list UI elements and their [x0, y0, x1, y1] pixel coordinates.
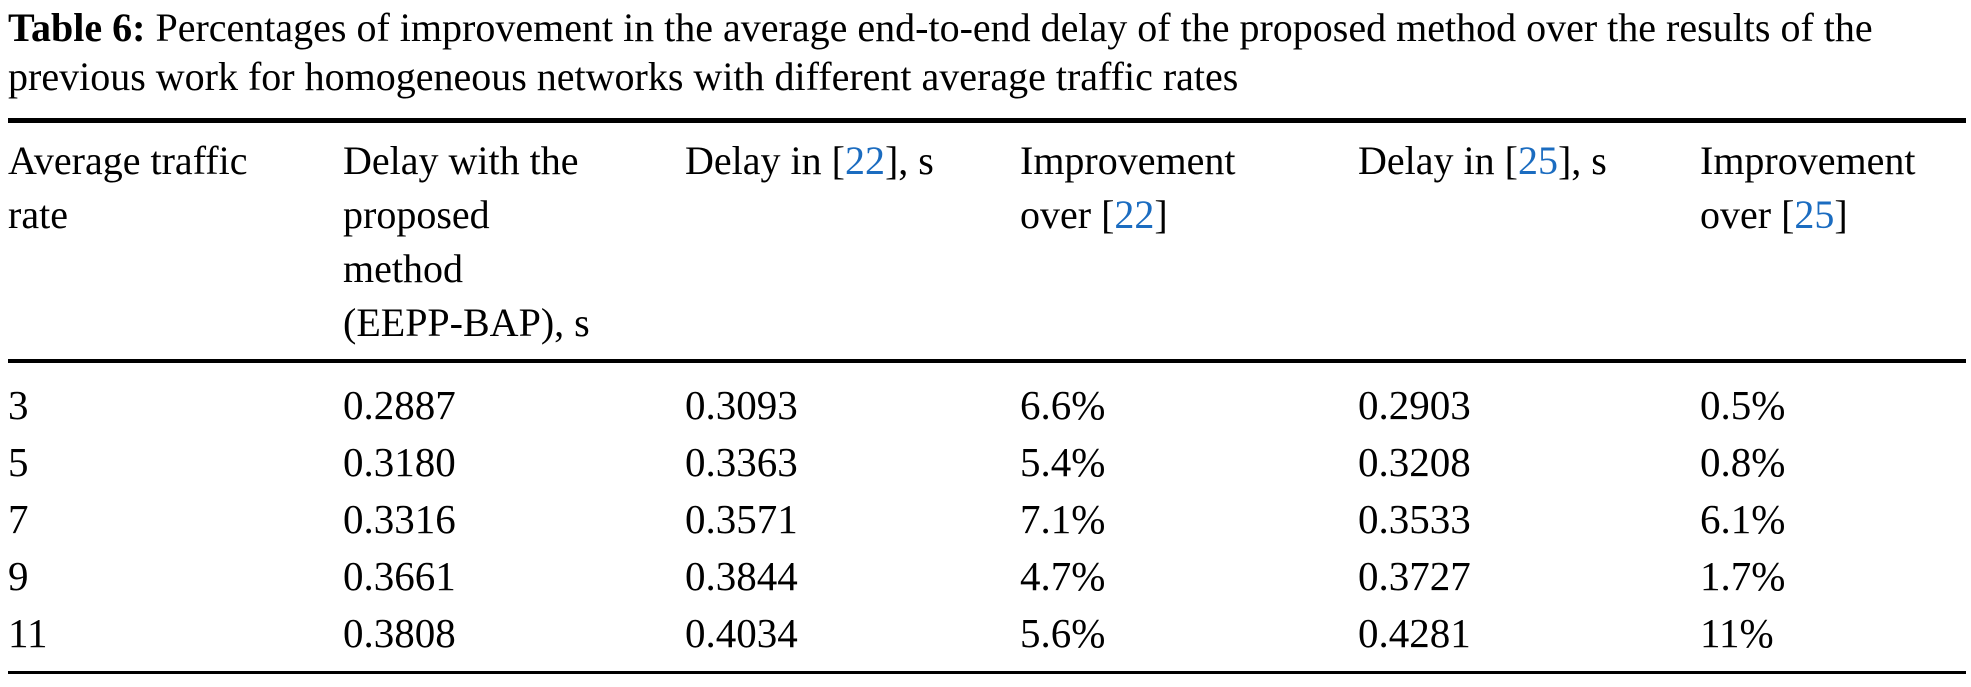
col-header-delay-ref25: Delay in [25], s: [1358, 121, 1700, 362]
cell-delay-22: 0.3571: [685, 495, 798, 542]
header-line: Improvement: [1700, 138, 1916, 183]
cell-traffic-rate: 5: [8, 438, 29, 485]
cell-improvement-25: 11%: [1700, 609, 1774, 656]
table-row: 9 0.3661 0.3844 4.7% 0.3727 1.7%: [8, 547, 1966, 604]
table-caption-label: Table 6:: [8, 5, 146, 50]
cell-delay-25: 0.3533: [1358, 495, 1471, 542]
header-line: over [25]: [1700, 188, 1956, 242]
cell-improvement-22: 7.1%: [1020, 495, 1106, 542]
cell-improvement-22: 5.6%: [1020, 609, 1106, 656]
header-text: Delay in [: [685, 138, 845, 183]
table-row: 3 0.2887 0.3093 6.6% 0.2903 0.5%: [8, 361, 1966, 433]
header-line: rate: [8, 192, 68, 237]
ref-link-22[interactable]: 22: [1114, 192, 1155, 237]
cell-delay-25: 0.2903: [1358, 381, 1471, 428]
cell-improvement-22: 4.7%: [1020, 552, 1106, 599]
cell-traffic-rate: 11: [8, 609, 48, 656]
cell-traffic-rate: 3: [8, 381, 29, 428]
header-line: proposed: [343, 192, 490, 237]
cell-proposed-delay: 0.3180: [343, 438, 456, 485]
cell-improvement-22: 6.6%: [1020, 381, 1106, 428]
ref-link-25[interactable]: 25: [1517, 138, 1558, 183]
header-line: Average traffic: [8, 138, 248, 183]
header-text: over [: [1020, 192, 1115, 237]
cell-improvement-25: 1.7%: [1700, 552, 1786, 599]
header-line: (EEPP-BAP), s: [343, 300, 590, 345]
cell-improvement-25: 6.1%: [1700, 495, 1786, 542]
header-line: Improvement: [1020, 138, 1236, 183]
cell-proposed-delay: 0.2887: [343, 381, 456, 428]
cell-delay-25: 0.3208: [1358, 438, 1471, 485]
ref-link-25[interactable]: 25: [1794, 192, 1835, 237]
table-caption-text: Percentages of improvement in the averag…: [8, 5, 1873, 99]
cell-delay-22: 0.3363: [685, 438, 798, 485]
cell-improvement-22: 5.4%: [1020, 438, 1106, 485]
header-line: over [22]: [1020, 188, 1348, 242]
col-header-delay-ref22: Delay in [22], s: [685, 121, 1020, 362]
header-text: Delay in [: [1358, 138, 1518, 183]
cell-improvement-25: 0.8%: [1700, 438, 1786, 485]
header-text: ]: [1834, 192, 1848, 237]
cell-delay-22: 0.3844: [685, 552, 798, 599]
header-text: ], s: [1557, 138, 1607, 183]
cell-improvement-25: 0.5%: [1700, 381, 1786, 428]
cell-delay-22: 0.4034: [685, 609, 798, 656]
cell-traffic-rate: 9: [8, 552, 29, 599]
cell-proposed-delay: 0.3316: [343, 495, 456, 542]
header-row: Average traffic rate Delay with the prop…: [8, 121, 1966, 362]
col-header-improvement-ref25: Improvement over [25]: [1700, 121, 1966, 362]
header-line: Delay in [25], s: [1358, 134, 1690, 188]
header-line: Delay with the: [343, 138, 579, 183]
header-line: Delay in [22], s: [685, 134, 1010, 188]
cell-delay-25: 0.4281: [1358, 609, 1471, 656]
header-text: ], s: [884, 138, 934, 183]
cell-delay-25: 0.3727: [1358, 552, 1471, 599]
table-caption: Table 6: Percentages of improvement in t…: [0, 0, 1971, 101]
table-row: 7 0.3316 0.3571 7.1% 0.3533 6.1%: [8, 490, 1966, 547]
table-row: 11 0.3808 0.4034 5.6% 0.4281 11%: [8, 604, 1966, 673]
table-row: 5 0.3180 0.3363 5.4% 0.3208 0.8%: [8, 433, 1966, 490]
header-line: method: [343, 246, 463, 291]
col-header-improvement-ref22: Improvement over [22]: [1020, 121, 1358, 362]
header-text: over [: [1700, 192, 1795, 237]
ref-link-22[interactable]: 22: [844, 138, 885, 183]
cell-proposed-delay: 0.3808: [343, 609, 456, 656]
results-table: Average traffic rate Delay with the prop…: [8, 118, 1966, 674]
col-header-traffic-rate: Average traffic rate: [8, 121, 343, 362]
header-text: ]: [1154, 192, 1168, 237]
cell-delay-22: 0.3093: [685, 381, 798, 428]
col-header-proposed-delay: Delay with the proposed method (EEPP-BAP…: [343, 121, 685, 362]
cell-traffic-rate: 7: [8, 495, 29, 542]
cell-proposed-delay: 0.3661: [343, 552, 456, 599]
